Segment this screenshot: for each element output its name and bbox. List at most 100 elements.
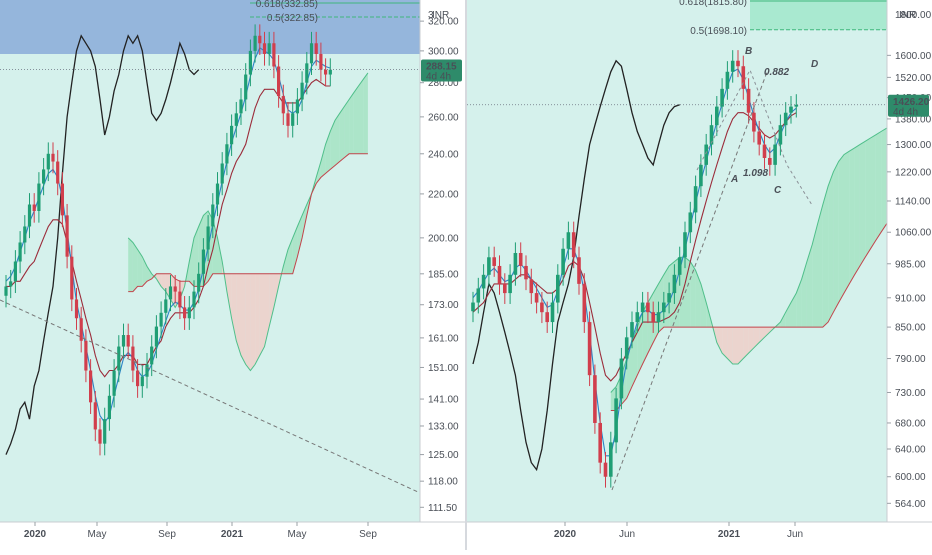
price-scale[interactable] <box>420 0 465 550</box>
candle-body <box>794 104 799 107</box>
candle-body <box>79 318 83 341</box>
candle-body <box>154 326 158 347</box>
y-tick-label: 600.00 <box>895 472 926 483</box>
candle-body <box>556 274 560 303</box>
cloud-segment <box>870 134 876 249</box>
y-tick-label: 1140.00 <box>895 196 931 207</box>
y-tick-label: 1300.00 <box>895 140 932 151</box>
candle-body <box>267 43 271 54</box>
candle-body <box>508 274 512 294</box>
candle-body <box>253 35 257 51</box>
cloud-segment <box>128 237 133 292</box>
candle-body <box>56 161 60 184</box>
countdown-label: 4d 4h <box>893 107 918 118</box>
candle-body <box>84 340 88 371</box>
cloud-segment <box>637 312 643 376</box>
cloud-segment <box>132 242 138 292</box>
y-tick-label: 133.00 <box>428 421 459 432</box>
candle-body <box>145 364 149 377</box>
cloud-segment <box>358 79 364 154</box>
candle-body <box>646 302 650 313</box>
cloud-segment <box>722 327 728 359</box>
cloud-segment <box>226 273 232 319</box>
cloud-segment <box>822 186 829 328</box>
candle-body <box>42 169 46 184</box>
chart-right-svg[interactable]: 0.618(1815.80) 0.5(1698.10) A B C D 0.882 1.098… <box>467 0 932 550</box>
ratio-label-0882: 0.882 <box>764 67 789 78</box>
candle-body <box>277 66 281 97</box>
candle-body <box>640 302 645 313</box>
candle-body <box>609 442 613 477</box>
candle-body <box>187 307 191 319</box>
senkou-b-line <box>128 153 368 293</box>
candle-body <box>272 43 276 67</box>
cloud-segment <box>269 273 274 327</box>
y-tick-label: 161.00 <box>428 333 459 344</box>
time-axis[interactable] <box>0 522 465 550</box>
cloud-segment <box>194 226 199 287</box>
candle-body <box>635 312 640 323</box>
chart-pane-right[interactable]: 0.618(1815.80) 0.5(1698.10) A B C D 0.882 1.098… <box>467 0 932 550</box>
cloud-segment <box>363 72 368 154</box>
candle-body <box>757 131 761 145</box>
candle-body <box>746 88 751 113</box>
y-tick-label: 680.00 <box>895 418 926 429</box>
cloud-segment <box>320 144 326 178</box>
candle-body <box>215 183 220 205</box>
cloud-segment <box>849 147 855 284</box>
cloud-segment <box>344 99 350 158</box>
candle-body <box>492 257 496 266</box>
x-tick-label: May <box>88 529 107 540</box>
candle-body <box>778 125 783 145</box>
cloud-segment <box>738 327 744 364</box>
cloud-segment <box>833 161 839 313</box>
candle-body <box>656 312 661 323</box>
candle-body <box>704 144 708 165</box>
senkou-a-line <box>610 109 932 393</box>
fib-label-0618: 0.618(332.85) <box>256 0 318 10</box>
cloud-segment <box>339 106 345 162</box>
candle-body <box>239 99 243 114</box>
candle-body <box>286 113 290 126</box>
candle-body <box>730 60 735 72</box>
pattern-label-c: C <box>774 185 782 196</box>
candle-body <box>136 370 140 387</box>
chart-left-svg[interactable]: 0.618(332.85) 0.5(322.85) 320.00 300.00 280.… <box>0 0 465 550</box>
fib-zone <box>0 0 420 54</box>
candle-body <box>598 422 602 463</box>
currency-label: INR <box>899 10 916 21</box>
candle-body <box>677 257 682 275</box>
y-tick-label: 1520.00 <box>895 73 932 84</box>
candle-body <box>624 337 629 359</box>
last-price-badge <box>421 59 462 82</box>
last-price-badge <box>888 94 929 117</box>
cloud-segment <box>330 120 335 170</box>
candle-body <box>550 302 555 323</box>
y-tick-label: 730.00 <box>895 388 926 399</box>
senkou-b-line <box>610 165 932 411</box>
chart-pane-left[interactable]: 0.618(332.85) 0.5(322.85) 320.00 300.00 280.… <box>0 0 465 550</box>
price-scale[interactable] <box>887 0 932 550</box>
y-tick-label: 173.00 <box>428 300 459 311</box>
cloud-segment <box>241 273 246 365</box>
candle-body <box>300 82 304 100</box>
chikou-span-line <box>472 59 680 472</box>
candle-body <box>220 163 224 184</box>
x-tick-label: 2020 <box>24 529 47 540</box>
fib-label-05: 0.5(1698.10) <box>690 26 747 37</box>
cloud-segment <box>732 327 738 364</box>
cloud-segment <box>353 86 359 154</box>
candle-body <box>571 232 576 258</box>
candle-body <box>328 69 332 75</box>
candle-body <box>178 291 182 308</box>
candle-body <box>577 257 581 284</box>
candle-body <box>603 462 608 477</box>
cloud-segment <box>844 151 850 294</box>
cloud-segment <box>716 327 723 354</box>
time-axis[interactable] <box>467 522 932 550</box>
pane-divider[interactable] <box>465 0 467 550</box>
candle-body <box>206 226 210 250</box>
candle-body <box>60 183 64 216</box>
y-tick-label: 910.00 <box>895 293 926 304</box>
candle-body <box>168 286 173 300</box>
